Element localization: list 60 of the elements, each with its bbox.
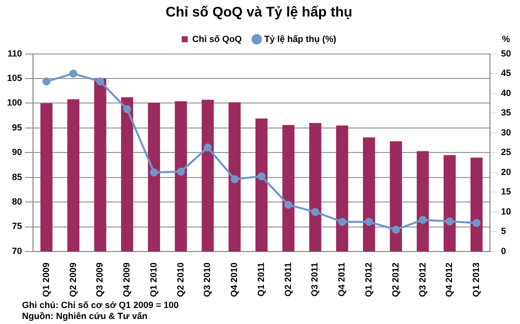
- x-tick-label: Q2 2010: [175, 262, 186, 298]
- point: [123, 105, 132, 114]
- point: [311, 208, 320, 216]
- x-tick-label: Q3 2011: [310, 262, 320, 297]
- point: [284, 200, 292, 209]
- y2-tick-label: 10: [500, 206, 512, 216]
- y-tick-label: 110: [7, 48, 22, 58]
- y-tick-label: 85: [12, 172, 22, 182]
- x-tick-label: Q1 2012: [364, 262, 374, 298]
- y2-tick-label: 15: [500, 186, 512, 197]
- y-tick-label: 75: [12, 221, 22, 232]
- y2-tick-label: 25: [500, 147, 512, 158]
- point: [418, 216, 427, 224]
- legend-label: Tỷ lệ hấp thụ (%): [264, 34, 336, 44]
- point: [446, 217, 454, 226]
- y2-tick-label: 50: [500, 48, 512, 58]
- y2-tick-label: 45: [500, 68, 512, 78]
- x-tick-label: Q4 2009: [122, 262, 132, 298]
- chart-title: Chỉ số QoQ và Tỷ lệ hấp thụ: [166, 3, 352, 20]
- x-tick-label: Q1 2010: [148, 262, 158, 298]
- x-tick-label: Q4 2012: [444, 262, 454, 298]
- text: Nguồn: Nghiên cứu & Tư vấn: [22, 311, 148, 321]
- y-tick-label: 90: [12, 147, 22, 158]
- point: [96, 77, 104, 86]
- point: [365, 218, 374, 226]
- x-tick-label: Q1 2009: [40, 262, 51, 298]
- x-tick-label: Q2 2009: [68, 262, 78, 298]
- x-tick-label: Q1 2011: [256, 262, 266, 297]
- y2-tick-label: 0: [500, 246, 506, 256]
- y2-tick-label: 20: [500, 166, 512, 177]
- y-tick-label: 95: [12, 122, 22, 132]
- x-tick-label: Q3 2010: [202, 262, 212, 298]
- x-tick-label: Q2 2012: [390, 262, 400, 298]
- legend-label: Chỉ số QoQ: [192, 34, 242, 44]
- x-tick-label: Q1 2013: [471, 262, 482, 298]
- y-tick-label: 100: [6, 98, 22, 108]
- point: [338, 218, 346, 226]
- x-tick-label: Q3 2009: [94, 262, 105, 298]
- x-tick-label: Q4 2011: [336, 262, 347, 297]
- point: [472, 219, 481, 228]
- x-tick-label: Q3 2012: [417, 262, 428, 298]
- point: [69, 70, 78, 78]
- x-tick-label: Q2 2011: [282, 262, 293, 297]
- y2-tick-label: 35: [500, 108, 512, 118]
- point: [230, 175, 239, 184]
- y2-tick-label: 5: [500, 226, 506, 236]
- y2-tick-label: 30: [500, 127, 512, 138]
- point: [150, 168, 158, 176]
- text: Ghi chú: Chỉ số cơ sở Q1 2009 = 100: [22, 300, 179, 310]
- point: [176, 168, 185, 176]
- y-tick-label: 70: [12, 246, 22, 256]
- point: [258, 172, 266, 180]
- point: [42, 77, 50, 86]
- y2-tick-label: 40: [500, 88, 512, 98]
- y-tick-label: 80: [12, 196, 22, 207]
- y2-axis-title: %: [502, 34, 510, 44]
- y-tick-label: 105: [6, 72, 22, 83]
- x-tick-label: Q4 2010: [229, 262, 240, 298]
- point: [204, 143, 212, 152]
- point: [392, 226, 400, 234]
